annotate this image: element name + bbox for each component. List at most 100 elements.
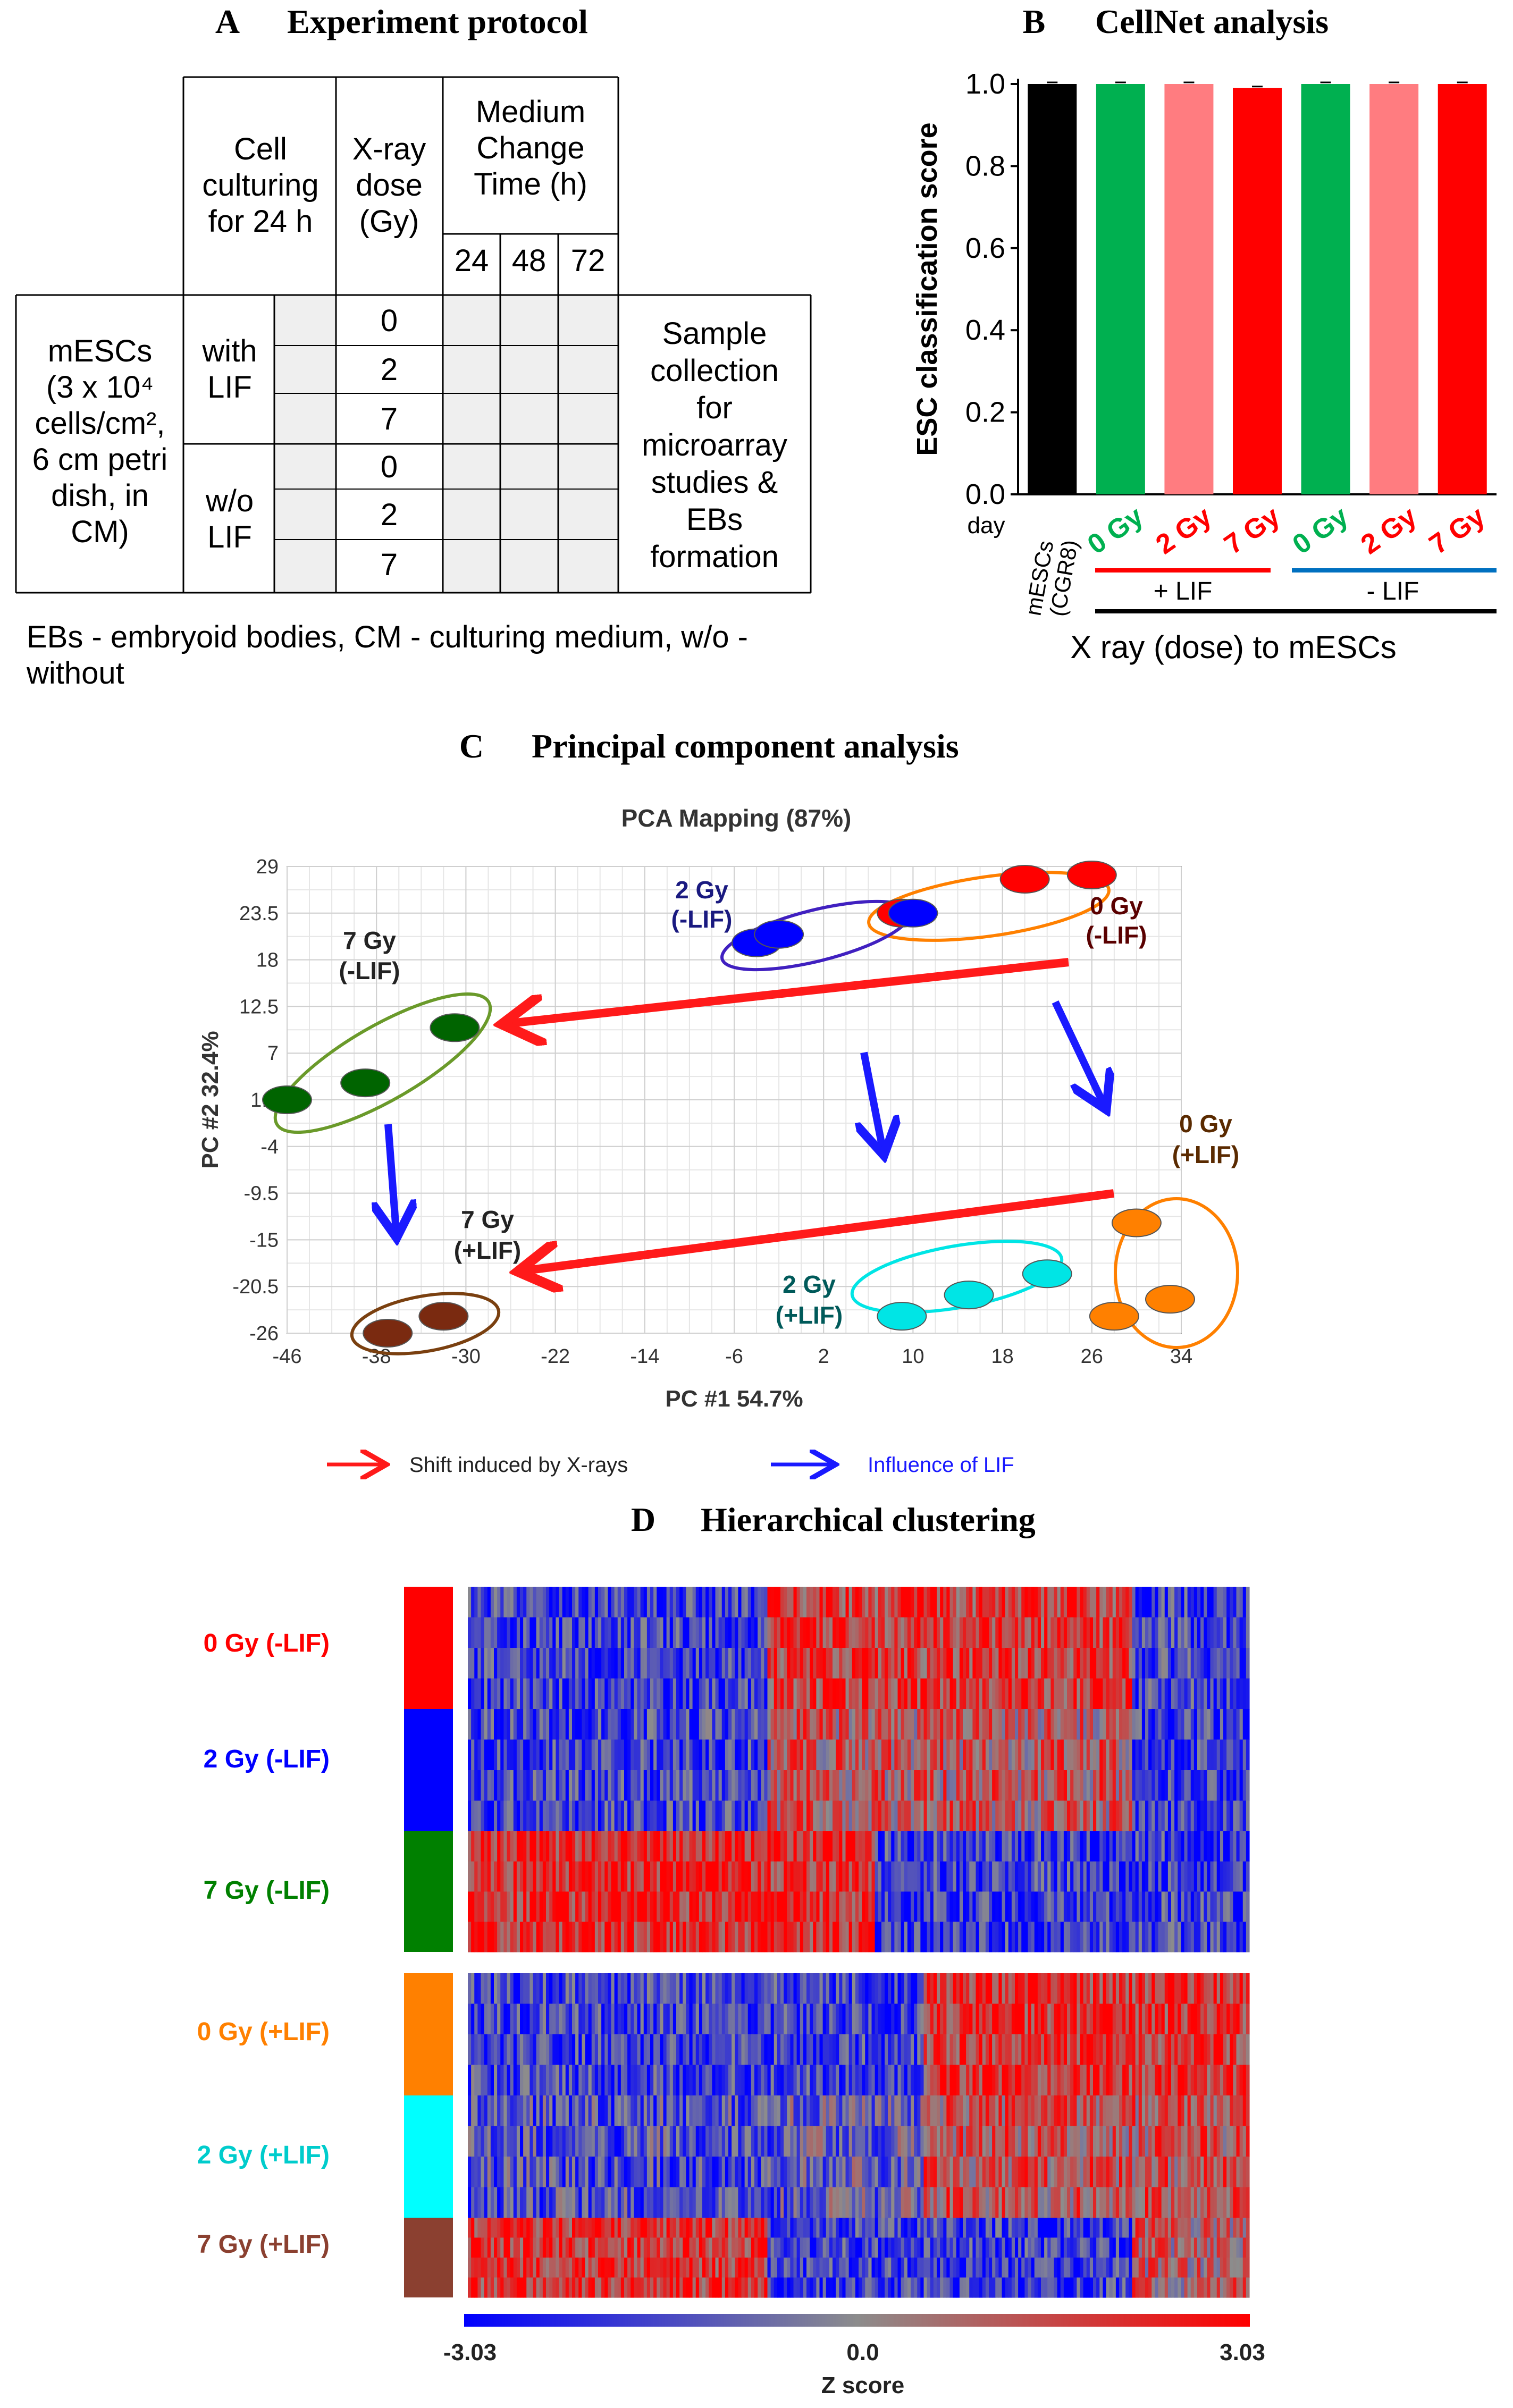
heatmap-cell bbox=[787, 1587, 791, 1618]
heatmap-cell bbox=[556, 2126, 560, 2157]
heatmap-cell bbox=[542, 1770, 547, 1801]
heatmap-cell bbox=[891, 1617, 895, 1648]
heatmap-cell bbox=[855, 1678, 859, 1710]
heatmap-cell bbox=[796, 1648, 801, 1679]
heatmap-cell bbox=[946, 2187, 951, 2218]
heatmap-cell bbox=[620, 1648, 625, 1679]
heatmap-cell bbox=[468, 2157, 472, 2188]
heatmap-cell bbox=[481, 1891, 485, 1922]
heatmap-cell bbox=[888, 1709, 892, 1740]
heatmap-cell bbox=[1093, 1861, 1097, 1892]
heatmap-cell bbox=[1008, 1770, 1012, 1801]
heatmap-cell bbox=[859, 2095, 862, 2127]
heatmap-cell bbox=[1151, 2034, 1155, 2066]
pca-point bbox=[430, 1013, 480, 1042]
heatmap-cell bbox=[891, 1770, 895, 1801]
heatmap-cell bbox=[989, 2034, 993, 2066]
heatmap-cell bbox=[982, 1973, 986, 2005]
heatmap-cell bbox=[803, 1831, 807, 1862]
heatmap-cell bbox=[617, 2065, 621, 2096]
pca-y-axis-label: PC #2 32.4% bbox=[197, 1031, 223, 1168]
heatmap-cell bbox=[1135, 1678, 1139, 1710]
heatmap-cell bbox=[1070, 1739, 1074, 1771]
heatmap-cell bbox=[839, 2187, 843, 2218]
heatmap-cell bbox=[1099, 2003, 1103, 2035]
heatmap-cell bbox=[611, 1617, 615, 1648]
heatmap-cell bbox=[891, 1800, 895, 1832]
heatmap-cell bbox=[946, 2095, 951, 2127]
heatmap-cell bbox=[959, 2003, 963, 2035]
heatmap-cell bbox=[735, 1922, 738, 1952]
heatmap-cell bbox=[588, 1617, 592, 1648]
heatmap-cell bbox=[894, 2034, 898, 2066]
heatmap-cell bbox=[725, 1831, 729, 1862]
heatmap-cell bbox=[1216, 2157, 1221, 2188]
heatmap-cell bbox=[826, 1800, 830, 1832]
heatmap-cell bbox=[751, 2065, 755, 2096]
heatmap-cell bbox=[790, 2003, 794, 2035]
heatmap-cell bbox=[806, 1973, 810, 2005]
heatmap-cell bbox=[1246, 2095, 1250, 2127]
heatmap-cell bbox=[969, 2034, 973, 2066]
bar bbox=[1164, 84, 1214, 494]
heatmap-cell bbox=[1141, 1861, 1146, 1892]
heatmap-cell bbox=[643, 2126, 648, 2157]
heatmap-cell bbox=[1044, 1709, 1048, 1740]
heatmap-cell bbox=[556, 1770, 560, 1801]
heatmap-cell bbox=[490, 1648, 494, 1679]
heatmap-cell bbox=[1057, 1617, 1061, 1648]
heatmap-cell bbox=[1161, 1587, 1165, 1618]
heatmap-cell bbox=[865, 1922, 869, 1952]
heatmap-cell bbox=[695, 1678, 700, 1710]
pca-cluster-ring bbox=[867, 871, 1111, 942]
heatmap-cell bbox=[1220, 1800, 1224, 1832]
heatmap-cell bbox=[865, 1831, 869, 1862]
heatmap-cell bbox=[660, 1800, 664, 1832]
heatmap-cell bbox=[507, 1678, 511, 1710]
heatmap-cell bbox=[1174, 2126, 1178, 2157]
heatmap-cell bbox=[1239, 1648, 1243, 1679]
heatmap-cell bbox=[1200, 1831, 1204, 1862]
heatmap-cell bbox=[868, 1587, 872, 1618]
heatmap-cell bbox=[1161, 2003, 1165, 2035]
heatmap-cell bbox=[689, 1891, 693, 1922]
heatmap-cell bbox=[907, 2065, 911, 2096]
heatmap-cell bbox=[1236, 1922, 1240, 1952]
heatmap-cell bbox=[969, 2095, 973, 2127]
heatmap-cell bbox=[793, 1861, 797, 1892]
heatmap-cell bbox=[862, 2157, 865, 2188]
heatmap-cell bbox=[634, 1891, 638, 1922]
heatmap-cell bbox=[582, 2157, 586, 2188]
heatmap-cell bbox=[943, 1770, 947, 1801]
heatmap-cell bbox=[1034, 1800, 1038, 1832]
heatmap-cell bbox=[894, 1891, 898, 1922]
heatmap-cell bbox=[1037, 1678, 1041, 1710]
heatmap-cell bbox=[617, 1831, 621, 1862]
heatmap-cell bbox=[790, 1831, 794, 1862]
heatmap-cell bbox=[966, 2034, 970, 2066]
heatmap-cell bbox=[481, 2126, 485, 2157]
heatmap-cell bbox=[852, 1831, 856, 1862]
heatmap-cell bbox=[852, 1891, 856, 1922]
heatmap-cell bbox=[1028, 1739, 1032, 1771]
heatmap-cell bbox=[865, 2095, 869, 2127]
heatmap-cell bbox=[1230, 1709, 1233, 1740]
heatmap-cell bbox=[578, 1922, 582, 1952]
heatmap-cell bbox=[822, 1861, 827, 1892]
heatmap-cell bbox=[1034, 2095, 1038, 2127]
heatmap-cell bbox=[1138, 1922, 1142, 1952]
pca-y-tick-label: -20.5 bbox=[232, 1276, 279, 1298]
heatmap-cell bbox=[568, 1739, 573, 1771]
heatmap-cell bbox=[761, 1973, 764, 2005]
heatmap-cell bbox=[976, 1648, 980, 1679]
heatmap-cell bbox=[510, 2034, 514, 2066]
heatmap-cell bbox=[617, 1891, 621, 1922]
heatmap-cell bbox=[513, 2003, 517, 2035]
heatmap-cell bbox=[865, 1617, 869, 1648]
heatmap-cell bbox=[1089, 1678, 1094, 1710]
heatmap-cell bbox=[904, 1587, 908, 1618]
heatmap-cell bbox=[1070, 1831, 1074, 1862]
heatmap-cell bbox=[992, 1973, 996, 2005]
heatmap-cell bbox=[790, 1617, 794, 1648]
heatmap-cell bbox=[923, 1648, 928, 1679]
